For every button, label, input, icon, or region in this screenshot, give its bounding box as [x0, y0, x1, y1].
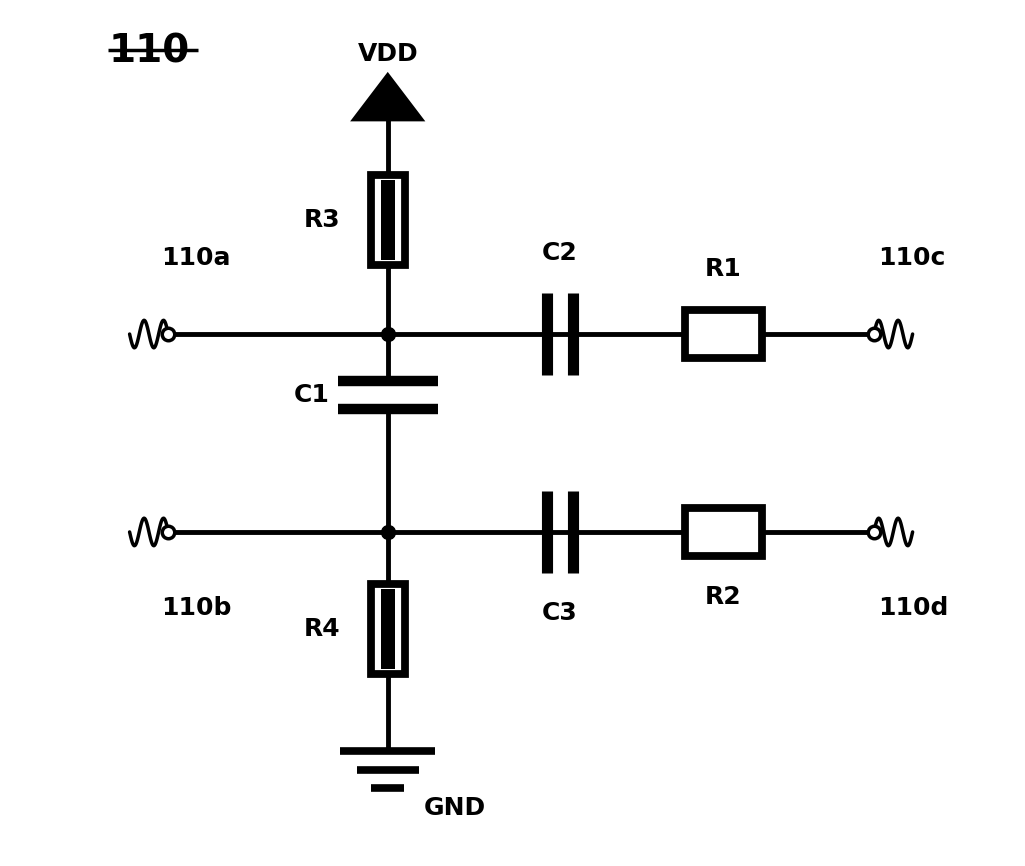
FancyBboxPatch shape [370, 175, 405, 265]
Text: R4: R4 [303, 617, 340, 641]
FancyBboxPatch shape [370, 584, 405, 674]
FancyBboxPatch shape [685, 508, 762, 556]
Text: C1: C1 [293, 383, 329, 407]
FancyBboxPatch shape [380, 589, 395, 669]
FancyBboxPatch shape [380, 180, 395, 260]
Polygon shape [355, 76, 420, 119]
Text: 110c: 110c [878, 246, 946, 269]
Text: C3: C3 [542, 601, 578, 624]
Text: 110b: 110b [162, 597, 232, 620]
Text: R3: R3 [303, 208, 340, 232]
Text: R1: R1 [705, 256, 742, 281]
Text: 110a: 110a [162, 246, 231, 269]
Text: C2: C2 [542, 242, 578, 265]
Text: VDD: VDD [358, 42, 418, 66]
Text: 110: 110 [108, 33, 190, 71]
Text: 110d: 110d [878, 597, 948, 620]
Text: GND: GND [424, 796, 486, 820]
FancyBboxPatch shape [685, 310, 762, 358]
Text: R2: R2 [705, 585, 742, 610]
